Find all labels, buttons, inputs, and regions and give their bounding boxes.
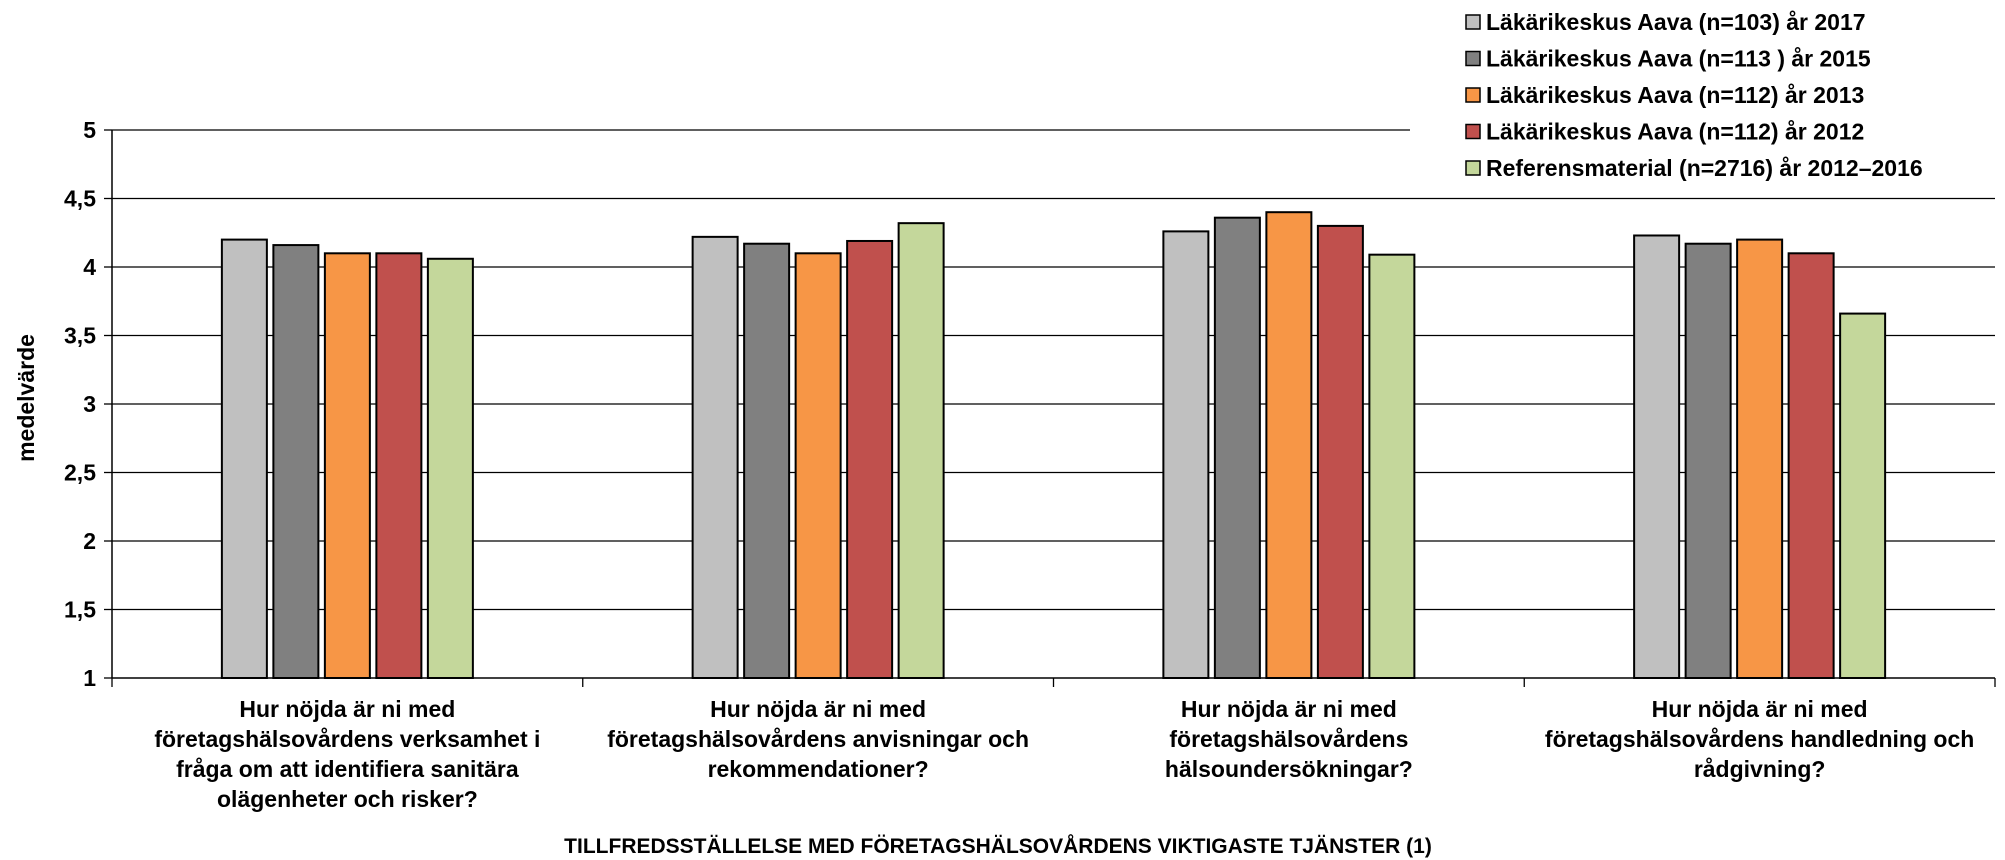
bar <box>426 257 474 679</box>
y-tick-labels: 1 1,5 2 2,5 3 3,5 4 4,5 5 <box>64 117 96 691</box>
x-axis-label: TILLFREDSSTÄLLELSE MED FÖRETAGSHÄLSOVÅRD… <box>564 834 1432 858</box>
x-category-label: Hur nöjda är ni med företagshälsovårdens … <box>607 696 1029 782</box>
legend-entry-label: Läkärikeskus Aava (n=112) år 2012 <box>1486 119 1864 145</box>
y-tick-label: 1,5 <box>64 597 96 623</box>
y-tick-label: 4,5 <box>64 186 96 212</box>
bar <box>323 252 371 680</box>
legend-entry-label: Läkärikeskus Aava (n=113 ) år 2015 <box>1486 46 1871 72</box>
bar <box>794 252 842 680</box>
y-tick-label: 5 <box>83 117 96 143</box>
axes <box>104 129 1996 687</box>
x-category-label: Hur nöjda är ni med företagshälsovårdens … <box>154 696 540 812</box>
legend: Läkärikeskus Aava (n=103) år 2017 Läkärik… <box>1465 9 1923 181</box>
bar <box>1684 242 1732 680</box>
bar <box>375 252 423 680</box>
x-category-label: Hur nöjda är ni med företagshälsovårdens h… <box>1165 696 1413 782</box>
bar <box>1368 253 1416 679</box>
x-category-label: Hur nöjda är ni med företagshälsovårdens … <box>1545 696 1974 782</box>
bars <box>220 211 1887 680</box>
bar <box>1213 216 1261 679</box>
y-axis-label: medelvärde <box>13 334 39 462</box>
y-tick-label: 1 <box>83 665 96 691</box>
bar <box>691 235 739 680</box>
bar <box>1316 224 1364 679</box>
category-labels: Hur nöjda är ni med företagshälsovårdens … <box>154 696 1974 812</box>
bar <box>1265 211 1313 679</box>
bar <box>897 222 945 679</box>
y-tick-label: 2,5 <box>64 460 96 486</box>
legend-entry-label: Läkärikeskus Aava (n=112) år 2013 <box>1486 82 1864 108</box>
y-tick-label: 3,5 <box>64 323 96 349</box>
bar <box>1839 312 1887 679</box>
bar <box>1787 252 1835 680</box>
bar <box>1633 234 1681 680</box>
legend-entry-label: Läkärikeskus Aava (n=103) år 2017 <box>1486 9 1866 35</box>
bar <box>1162 230 1210 679</box>
y-tick-label: 2 <box>83 528 96 554</box>
bar <box>272 244 320 680</box>
y-tick-label: 3 <box>83 391 96 417</box>
bar <box>220 238 268 679</box>
legend-swatch <box>1465 123 1481 140</box>
legend-swatch <box>1465 87 1481 103</box>
legend-swatch <box>1465 160 1481 176</box>
bar <box>1736 238 1784 679</box>
legend-swatch <box>1465 14 1481 30</box>
legend-swatch <box>1465 50 1481 67</box>
bar <box>846 239 894 679</box>
legend-entry-label: Referensmaterial (n=2716) år 2012–2016 <box>1486 155 1923 181</box>
bar <box>743 242 791 680</box>
y-tick-label: 4 <box>83 254 96 280</box>
gridlines <box>112 129 1995 611</box>
